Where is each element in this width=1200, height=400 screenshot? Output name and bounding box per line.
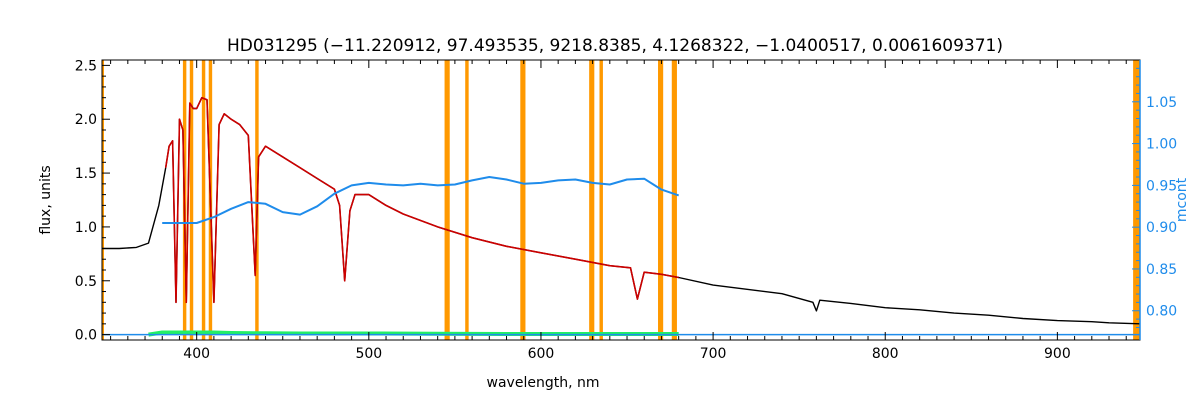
mask-band-12: [671, 60, 677, 340]
mask-band-0: [102, 60, 104, 340]
y-tick-label: 2.5: [75, 58, 97, 74]
y-tick-label: 1.5: [75, 166, 97, 182]
series-layer: [102, 96, 1141, 337]
mask-band-2: [189, 60, 194, 340]
mask-band-10: [599, 60, 603, 340]
y-tick-label: 1.0: [75, 220, 97, 236]
x-axis: 400 500 600 700 800 900: [110, 60, 1127, 362]
y2-axis-label: mcont: [1174, 177, 1190, 222]
y-tick-label: 0.0: [75, 328, 97, 344]
mask-band-11: [658, 60, 664, 340]
x-tick-label: 900: [1044, 346, 1071, 362]
y-axis: 0.0 0.5 1.0 1.5 2.0 2.5: [75, 58, 110, 344]
x-tick-label: 600: [528, 346, 555, 362]
chart-title: HD031295 (−11.220912, 97.493535, 9218.83…: [227, 36, 1003, 56]
x-axis-label: wavelength, nm: [487, 375, 600, 391]
y2-tick-label: 0.80: [1146, 304, 1177, 320]
mask-band-6: [444, 60, 450, 340]
y2-tick-label: 1.05: [1146, 95, 1177, 111]
mask-band-3: [201, 60, 206, 340]
mask-band-13: [1133, 60, 1140, 340]
y-axis-label: flux, units: [38, 165, 54, 234]
y2-tick-label: 0.95: [1146, 178, 1177, 194]
series-continuum-line: [162, 176, 680, 224]
x-tick-label: 800: [872, 346, 899, 362]
mask-band-7: [465, 60, 469, 340]
mask-band-9: [589, 60, 595, 340]
y2-tick-label: 1.00: [1146, 137, 1177, 153]
x-tick-label: 700: [700, 346, 727, 362]
x-tick-label: 400: [183, 346, 210, 362]
y2-tick-label: 0.85: [1146, 262, 1177, 278]
x-tick-label: 500: [355, 346, 382, 362]
y2-axis: 0.80 0.85 0.90 0.95 1.00 1.05: [1132, 60, 1177, 340]
y2-tick-label: 0.90: [1146, 220, 1177, 236]
series-model-line: [164, 96, 679, 304]
y-tick-label: 0.5: [75, 274, 97, 290]
mask-band-8: [520, 60, 526, 340]
y-tick-label: 2.0: [75, 112, 97, 128]
